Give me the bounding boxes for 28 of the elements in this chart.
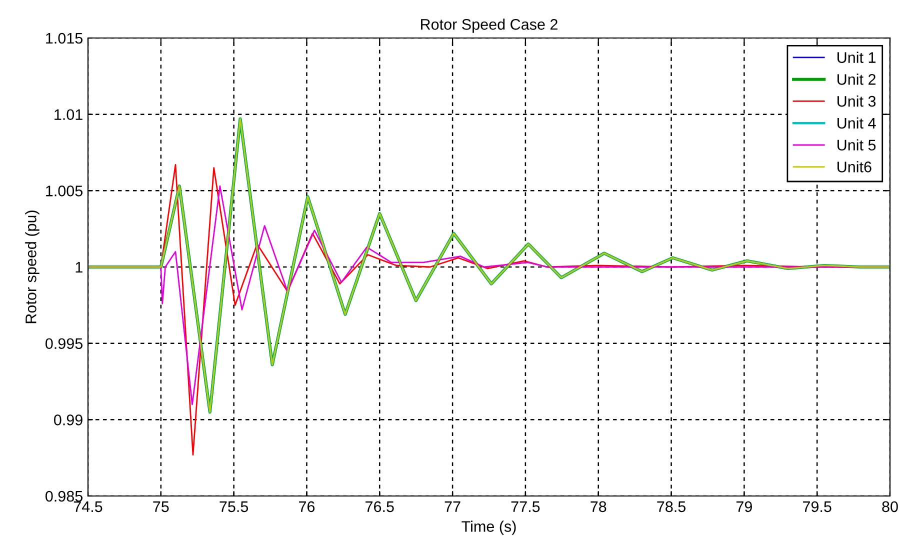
x-tick-label: 77.5 bbox=[511, 501, 540, 512]
x-tick-label: 74.5 bbox=[74, 501, 102, 512]
legend-label: Unit 2 bbox=[838, 74, 876, 85]
y-tick-label: 1.01 bbox=[54, 109, 82, 120]
x-tick-label: 79.5 bbox=[803, 501, 832, 512]
y-tick-label: 1.015 bbox=[46, 32, 82, 44]
y-tick-label: 0.985 bbox=[46, 490, 82, 502]
x-tick-label: 76 bbox=[299, 501, 315, 512]
x-axis-title: Time (s) bbox=[462, 520, 516, 535]
x-tick-label: 76.5 bbox=[366, 501, 394, 512]
chart-title: Rotor Speed Case 2 bbox=[421, 18, 558, 33]
x-tick-label: 77 bbox=[444, 501, 460, 512]
y-tick-label: 0.995 bbox=[46, 338, 82, 350]
legend-label: Unit 4 bbox=[838, 117, 876, 129]
y-axis-title: Rotor speed (pu) bbox=[25, 210, 40, 324]
x-tick-label: 80 bbox=[882, 501, 898, 512]
x-tick-label: 75.5 bbox=[220, 501, 248, 512]
y-tick-label: 1.005 bbox=[46, 186, 82, 196]
legend-label: Unit 5 bbox=[838, 139, 876, 150]
x-tick-label: 78 bbox=[590, 501, 606, 512]
legend-label: Unit6 bbox=[838, 161, 872, 172]
legend-label: Unit 1 bbox=[838, 52, 876, 63]
legend-label: Unit 3 bbox=[838, 96, 876, 107]
y-tick-label: 1 bbox=[76, 262, 82, 273]
x-tick-label: 78.5 bbox=[657, 501, 686, 512]
x-tick-label: 79 bbox=[736, 501, 752, 512]
x-tick-label: 75 bbox=[153, 501, 169, 512]
y-tick-label: 0.99 bbox=[54, 414, 82, 426]
